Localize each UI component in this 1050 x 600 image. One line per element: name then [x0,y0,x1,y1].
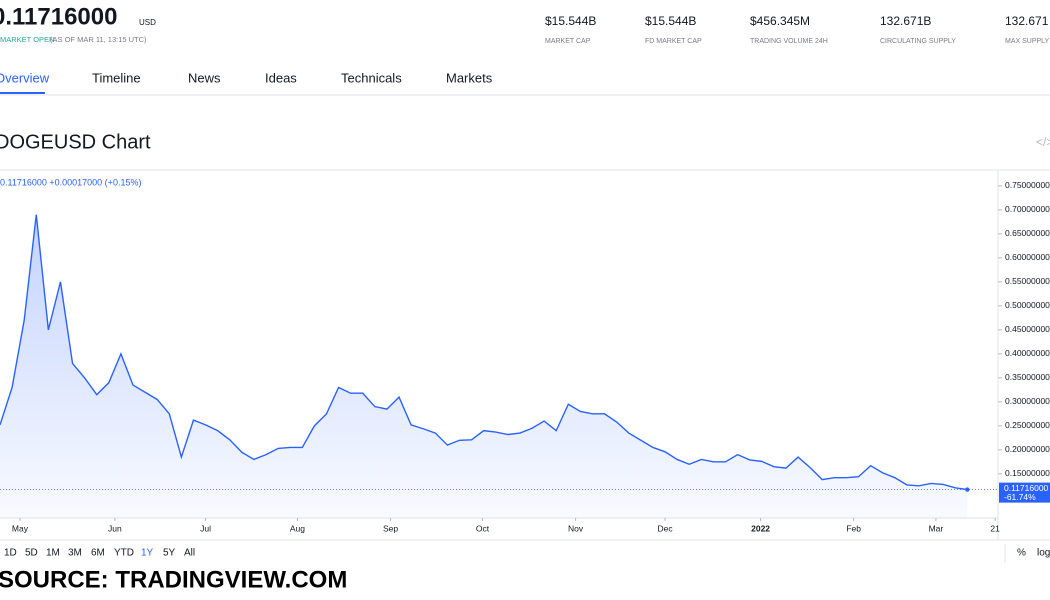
chart-title: DOGEUSD Chart [0,131,151,153]
price-line [0,214,968,491]
y-tick-label: 0.45000000 [1005,324,1050,334]
range-button[interactable]: 1Y [141,548,154,559]
as-of: (AS OF MAR 11, 13:15 UTC) [50,35,147,44]
scale-button[interactable]: % [1017,548,1026,559]
range-button[interactable]: YTD [114,548,134,559]
stat-value: 132.671 [1005,14,1049,28]
stat-value: $456.345M [750,14,810,28]
stat-label: FD MARKET CAP [645,38,702,45]
last-price-change: -61.74% [1004,492,1036,502]
last-price-box [999,482,1050,503]
y-tick-label: 0.75000000 [1005,180,1050,190]
y-tick-label: 0.30000000 [1005,396,1050,406]
tab[interactable]: Overview [0,70,50,85]
chart-legend: 0.11716000 +0.00017000 (+0.15%) [0,177,141,187]
tab[interactable]: Ideas [265,70,297,85]
embed-icon[interactable]: </> [1036,135,1050,149]
range-button[interactable]: 1D [4,548,17,559]
x-tick-label: May [12,523,29,533]
y-tick-label: 0.35000000 [1005,372,1050,382]
x-tick-label: Oct [476,523,490,533]
x-tick-label: Dec [657,523,673,533]
range-button[interactable]: All [184,548,195,559]
plot [0,214,968,518]
x-tick-label: 21 [990,523,1000,533]
y-tick-label: 0.40000000 [1005,348,1050,358]
last-price-label: 0.11716000 [1004,483,1049,493]
stat-label: MARKET CAP [545,38,591,45]
y-tick-label: 0.55000000 [1005,276,1050,286]
area-fill [0,214,968,518]
range-button[interactable]: 5Y [163,548,176,559]
tab[interactable]: Technicals [341,70,402,85]
y-tick-label: 0.50000000 [1005,300,1050,310]
y-tick-label: 0.70000000 [1005,204,1050,214]
x-tick-label: Nov [568,523,584,533]
y-tick-label: 0.20000000 [1005,444,1050,454]
source-footer: SOURCE: TRADINGVIEW.COM [0,566,347,593]
last-price-dot [965,487,970,492]
range-button[interactable]: 6M [91,548,105,559]
stat-label: TRADING VOLUME 24H [750,38,828,45]
x-tick-label: Jul [200,523,211,533]
stat-value: $15.544B [645,14,696,28]
price: 0.11716000 [0,3,117,30]
range-button[interactable]: 3M [68,548,82,559]
tab[interactable]: Markets [446,70,493,85]
y-tick-label: 0.60000000 [1005,252,1050,262]
tab[interactable]: News [188,70,221,85]
stat-value: $15.544B [545,14,596,28]
x-tick-label: Mar [929,523,944,533]
x-tick-label: Feb [846,523,861,533]
y-tick-label: 0.25000000 [1005,420,1050,430]
x-tick-label: 2022 [751,523,770,533]
x-tick-label: Aug [290,523,305,533]
currency: USD [139,18,156,27]
market-status: MARKET OPEN [0,35,54,44]
stat-label: MAX SUPPLY [1005,38,1050,45]
y-tick-label: 0.65000000 [1005,228,1050,238]
stat-label: CIRCULATING SUPPLY [880,38,956,45]
y-tick-label: 0.15000000 [1005,468,1050,478]
range-button[interactable]: 5D [25,548,38,559]
tab[interactable]: Timeline [92,70,141,85]
x-tick-label: Jun [108,523,122,533]
x-tick-label: Sep [383,523,398,533]
scale-button[interactable]: log [1037,548,1050,559]
range-button[interactable]: 1M [46,548,60,559]
stat-value: 132.671B [880,14,931,28]
